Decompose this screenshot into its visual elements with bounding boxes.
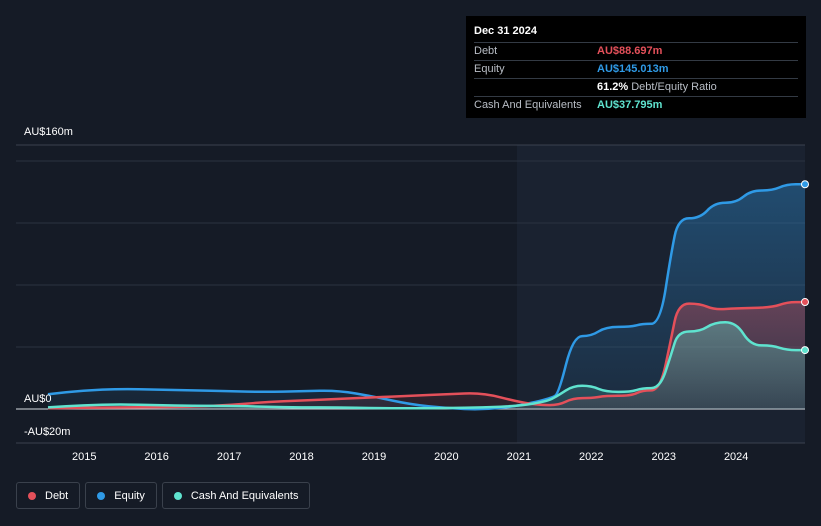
x-tick-label: 2024 bbox=[724, 451, 748, 463]
y-axis-label: -AU$20m bbox=[24, 426, 70, 438]
series-areas bbox=[48, 184, 805, 410]
x-tick-label: 2016 bbox=[144, 451, 168, 463]
data-tooltip: Dec 31 2024 Debt AU$88.697m Equity AU$14… bbox=[466, 16, 806, 118]
tooltip-cash-row: Cash And Equivalents AU$37.795m bbox=[474, 96, 798, 114]
tooltip-equity-row: Equity AU$145.013m bbox=[474, 60, 798, 78]
tooltip-debt-value: AU$88.697m bbox=[597, 45, 663, 57]
debt-line bbox=[47, 300, 805, 410]
axis-labels: AU$160m AU$0 -AU$20m 2015 2016 2017 2018 2019 20… bbox=[24, 126, 748, 463]
x-tick-label: 2015 bbox=[72, 451, 96, 463]
tooltip-equity-value: AU$145.013m bbox=[597, 63, 669, 75]
end-markers bbox=[801, 180, 809, 355]
equity-area bbox=[48, 184, 805, 410]
tooltip-ratio-row: 61.2% Debt/Equity Ratio bbox=[474, 78, 798, 96]
x-tick-label: 2020 bbox=[434, 451, 458, 463]
tooltip-ratio-value: 61.2% bbox=[597, 81, 629, 93]
debt-dot-icon bbox=[28, 491, 36, 500]
tooltip-date: Dec 31 2024 bbox=[474, 25, 537, 37]
x-tick-label: 2019 bbox=[362, 451, 386, 463]
x-tick-label: 2021 bbox=[507, 451, 531, 463]
debt-end-marker bbox=[801, 298, 809, 307]
legend-equity-label: Equity bbox=[114, 489, 145, 502]
x-tick-label: 2017 bbox=[217, 451, 241, 463]
x-tick-label: 2022 bbox=[579, 451, 603, 463]
equity-dot-icon bbox=[97, 491, 106, 500]
equity-end-marker bbox=[801, 180, 809, 189]
tooltip-debt-row: Debt AU$88.697m bbox=[474, 42, 798, 60]
cash-end-marker bbox=[801, 346, 809, 355]
y-axis-label: AU$0 bbox=[24, 393, 52, 405]
legend-equity-button[interactable]: Equity bbox=[85, 482, 157, 509]
chart-legend: Debt Equity Cash And Equivalents bbox=[16, 482, 311, 509]
cash-area bbox=[48, 322, 805, 409]
x-tick-label: 2023 bbox=[651, 451, 675, 463]
tooltip-cash-label: Cash And Equivalents bbox=[474, 99, 582, 111]
y-axis-label: AU$160m bbox=[24, 126, 73, 138]
tooltip-cash-value: AU$37.795m bbox=[597, 99, 663, 111]
legend-cash-label: Cash And Equivalents bbox=[190, 489, 299, 502]
legend-debt-button[interactable]: Debt bbox=[16, 482, 81, 509]
cash-dot-icon bbox=[173, 491, 182, 500]
cash-line bbox=[47, 320, 805, 410]
x-tick-label: 2018 bbox=[289, 451, 313, 463]
legend-debt-label: Debt bbox=[45, 489, 69, 502]
series-lines bbox=[47, 183, 805, 411]
tooltip-ratio-label: Debt/Equity Ratio bbox=[631, 81, 717, 93]
legend-cash-button[interactable]: Cash And Equivalents bbox=[161, 482, 311, 509]
tooltip-equity-label: Equity bbox=[474, 63, 505, 75]
tooltip-debt-label: Debt bbox=[474, 45, 498, 57]
